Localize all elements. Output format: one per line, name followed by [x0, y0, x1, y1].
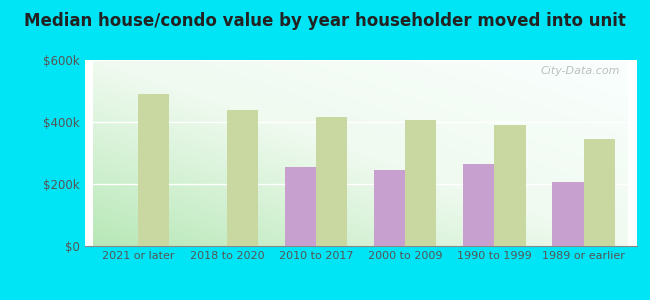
- Bar: [316, 117, 347, 246]
- Bar: [406, 120, 437, 246]
- Text: City-Data.com: City-Data.com: [541, 66, 620, 76]
- Bar: [495, 125, 526, 246]
- Bar: [552, 182, 584, 246]
- Bar: [374, 170, 406, 246]
- Bar: [584, 139, 615, 246]
- Bar: [463, 164, 495, 246]
- Bar: [138, 94, 169, 246]
- Bar: [227, 110, 258, 246]
- Text: Median house/condo value by year householder moved into unit: Median house/condo value by year househo…: [24, 12, 626, 30]
- Bar: [285, 167, 316, 246]
